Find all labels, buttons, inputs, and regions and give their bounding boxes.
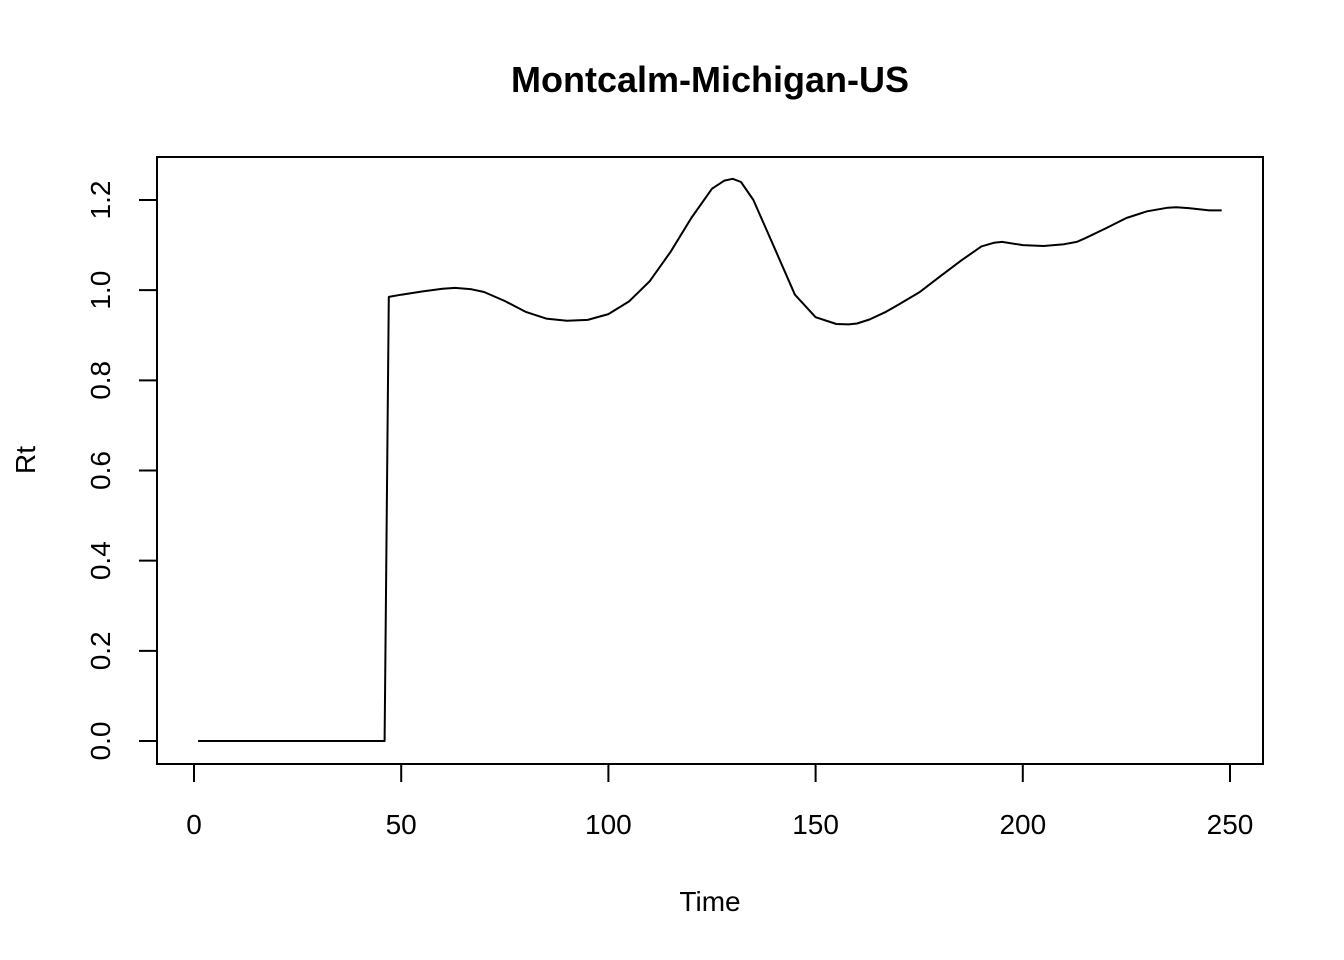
x-tick-label: 0 [186,809,202,840]
x-tick-label: 200 [999,809,1046,840]
x-tick-label: 250 [1207,809,1254,840]
rt-series-line [198,177,1222,742]
y-tick-label: 1.0 [85,271,116,310]
chart-title: Montcalm-Michigan-US [511,59,909,100]
x-tick-label: 50 [386,809,417,840]
x-tick-label: 100 [585,809,632,840]
y-tick-label: 0.6 [85,451,116,490]
y-tick-label: 0.8 [85,361,116,400]
y-tick-label: 1.2 [85,181,116,220]
plot-frame [156,156,1264,765]
x-tick-label: 150 [792,809,839,840]
y-tick-label: 0.2 [85,631,116,670]
x-axis-label: Time [679,886,740,917]
y-axis: 0.0 0.2 0.4 0.6 0.8 1.0 1.2 [85,181,158,761]
y-tick-label: 0.0 [85,722,116,761]
y-tick-label: 0.4 [85,541,116,580]
y-axis-label: Rt [10,446,41,474]
x-axis: 0 50 100 150 200 250 [186,763,1254,840]
